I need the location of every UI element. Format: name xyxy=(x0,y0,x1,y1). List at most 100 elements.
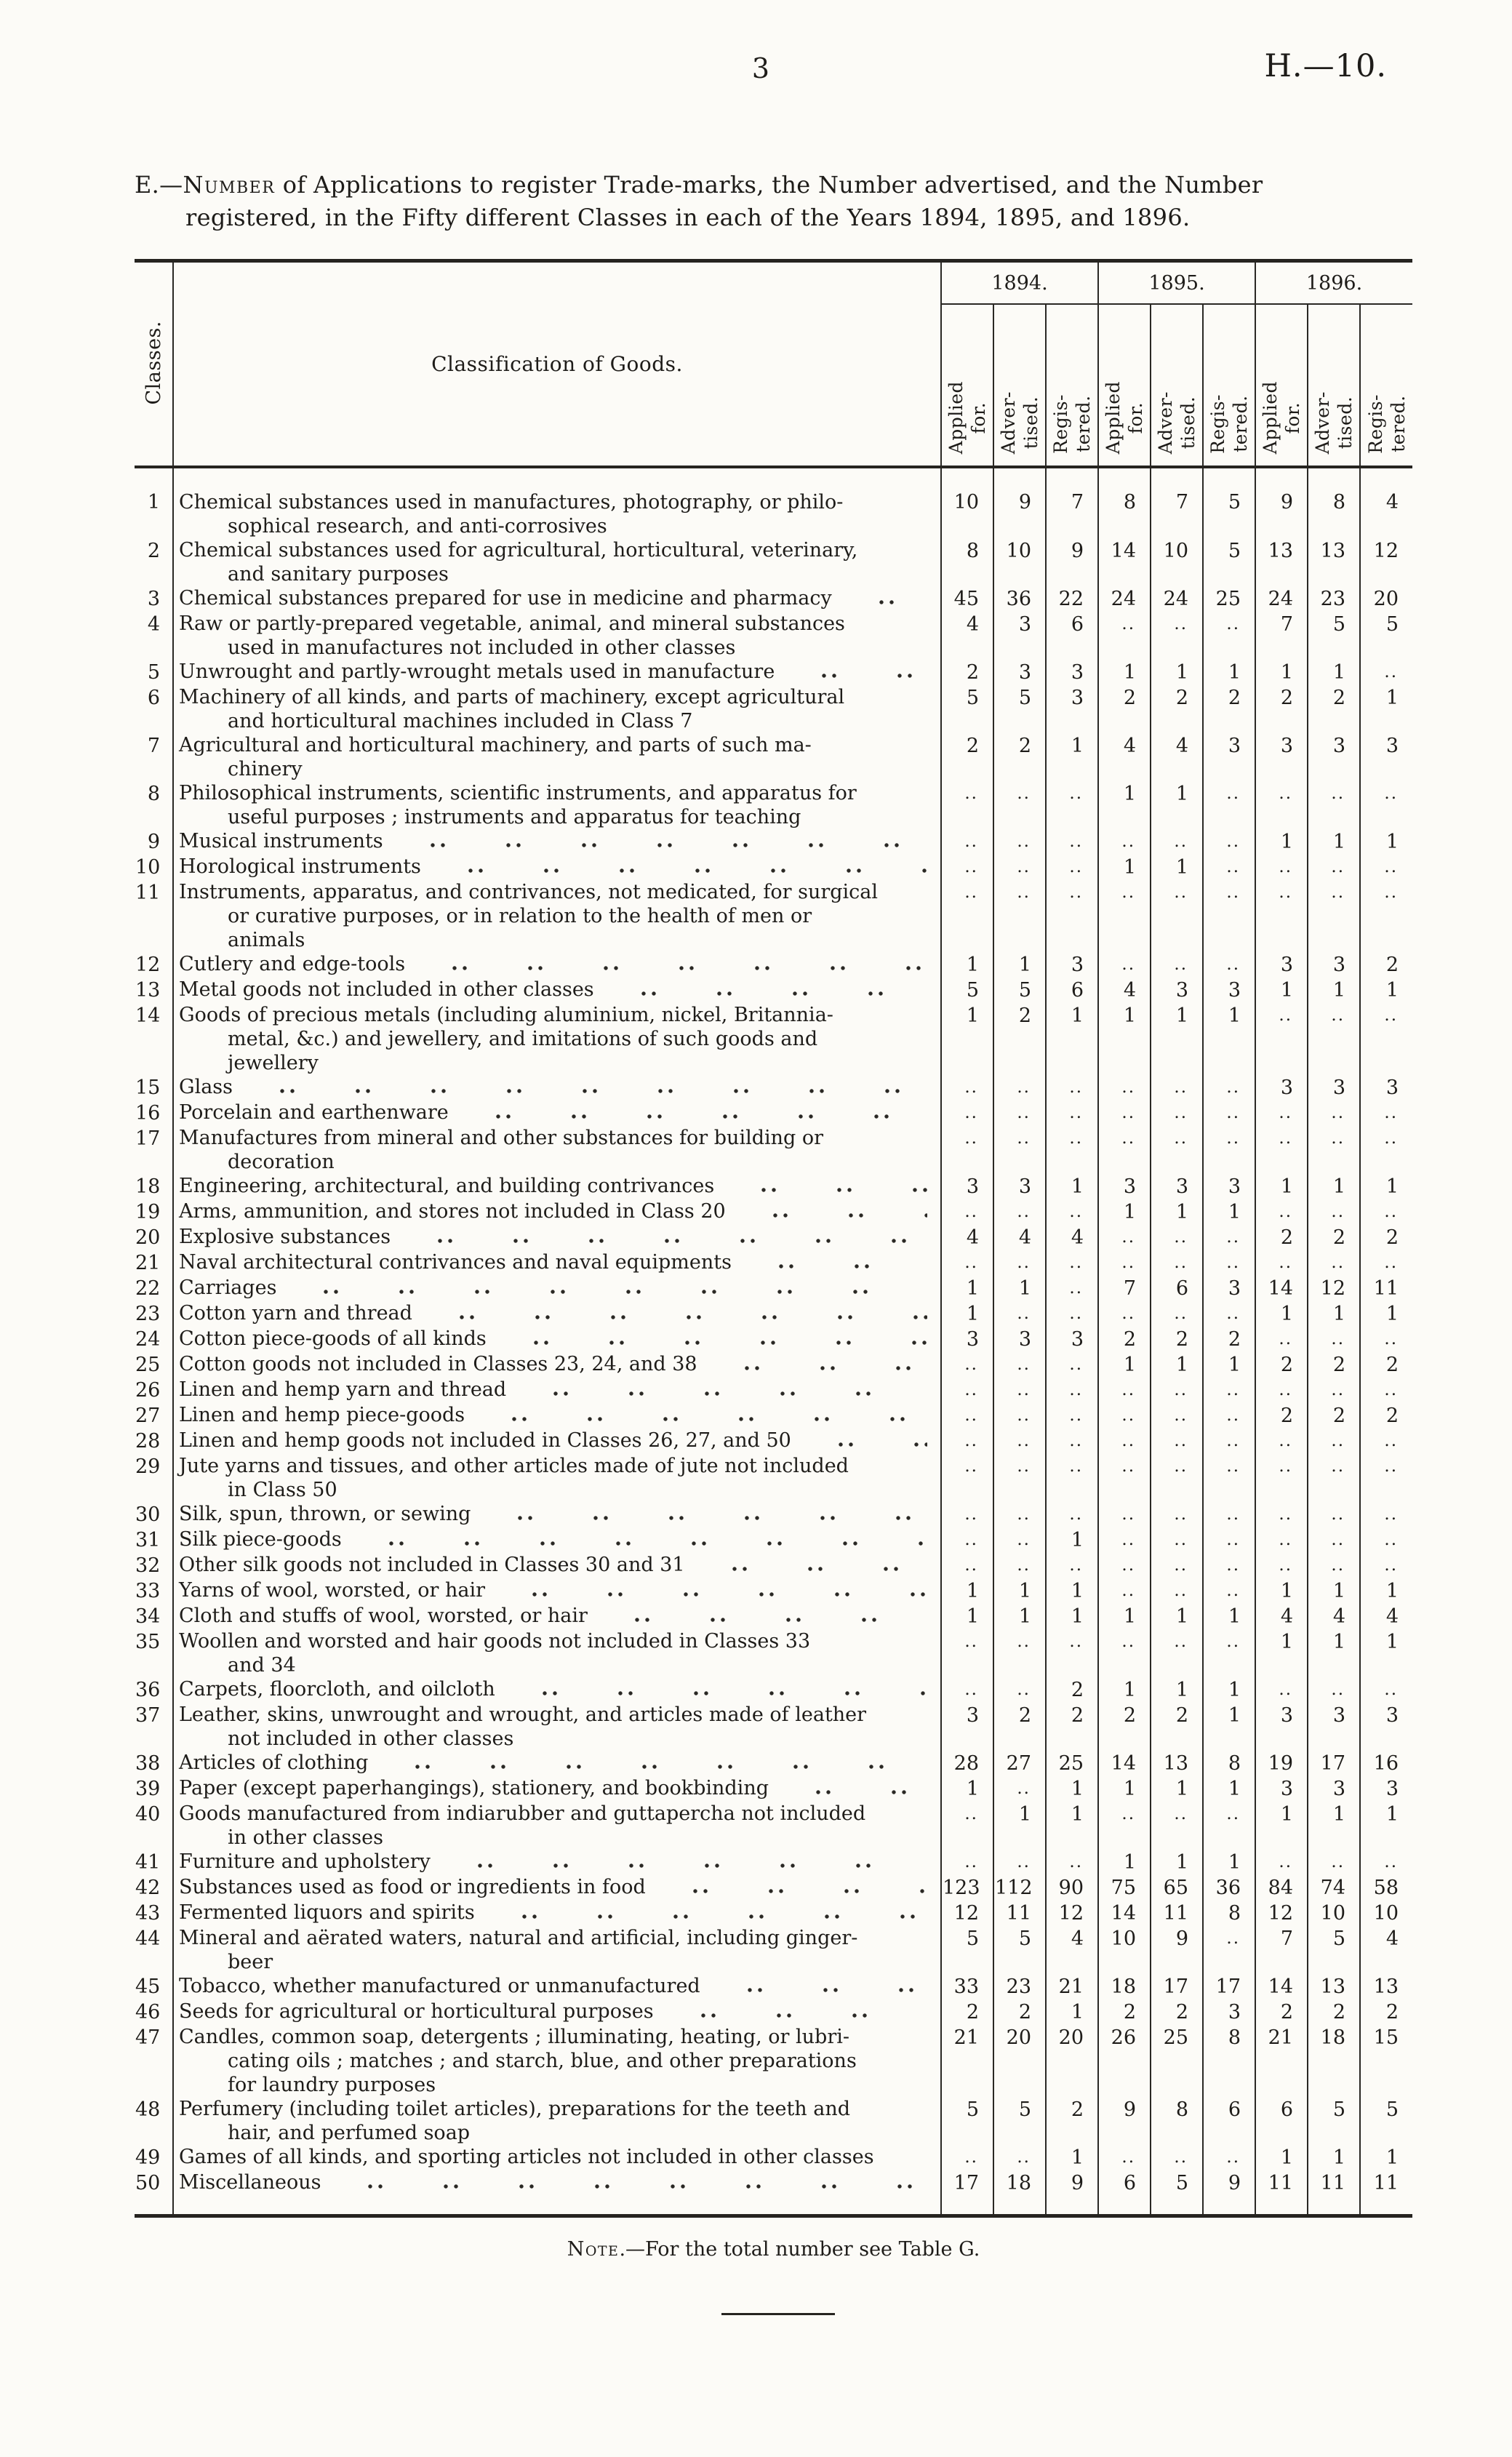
value-cell: 3 xyxy=(1202,733,1256,781)
value-cell: .. xyxy=(993,1100,1046,1126)
goods-flex: Porcelain and earthenware xyxy=(179,1100,932,1124)
value-cell: 9 xyxy=(993,467,1046,538)
table-row: 33 Yarns of wool, worsted, or hair 1 1 1....… xyxy=(135,1578,1413,1604)
class-number: 22 xyxy=(135,1276,174,1301)
goods-text: Jute yarns and tissues, and other articl… xyxy=(179,1455,849,1501)
value-cell: 45 xyxy=(940,586,993,612)
class-number: 44 xyxy=(135,1926,174,1974)
value-cell: 2 xyxy=(1255,685,1308,733)
subcol-label: Applied for. xyxy=(945,380,989,454)
goods-cell: Tobacco, whether manufactured or unmanuf… xyxy=(173,1974,941,1999)
dot-leader xyxy=(288,1290,927,1294)
value-cell: 20 xyxy=(1044,2025,1099,2097)
value-cell: .. xyxy=(1255,1100,1308,1126)
goods-cell: Goods manufactured from indiarubber and … xyxy=(173,1802,941,1850)
class-number: 10 xyxy=(135,855,174,880)
table-row: 24 Cotton piece-goods of all kinds 3 3 3 2 2 2.… xyxy=(135,1327,1413,1352)
goods-cell: Machinery of all kinds, and parts of mac… xyxy=(173,685,941,733)
value-cell: 4 xyxy=(1359,467,1413,538)
goods-flex: Machinery of all kinds, and parts of mac… xyxy=(179,685,932,733)
table-body: 1 Chemical substances used in manufacture… xyxy=(135,467,1413,2216)
value-cell: 3 xyxy=(1359,1075,1413,1100)
table-row: 43 Fermented liquors and spirits 12 11 12 14 1… xyxy=(135,1901,1413,1926)
goods-flex: Goods of precious metals (including alum… xyxy=(179,1003,932,1075)
table-row: 36 Carpets, floorcloth, and oilcloth.... 2… xyxy=(135,1677,1413,1703)
value-cell: 24 xyxy=(1150,586,1204,612)
goods-cell: Cutlery and edge-tools xyxy=(173,952,941,978)
value-cell: .. xyxy=(1359,1527,1413,1553)
goods-text: Linen and hemp goods not included in Cla… xyxy=(179,1429,791,1452)
value-cell: 1 xyxy=(1044,733,1099,781)
value-cell: 25 xyxy=(1044,1751,1099,1776)
value-cell: .. xyxy=(1097,1225,1151,1250)
goods-text: Silk piece-goods xyxy=(179,1528,342,1551)
value-cell: .. xyxy=(940,2145,993,2170)
class-number: 25 xyxy=(135,1352,174,1378)
value-cell: .. xyxy=(940,1527,993,1553)
value-cell: 1 xyxy=(1202,1604,1256,1629)
value-cell: 2 xyxy=(940,660,993,685)
value-cell: .. xyxy=(1202,1225,1256,1250)
table-row: 15 Glass............ 3 3 3 xyxy=(135,1075,1413,1100)
table-row: 22 Carriages 1 1.. 7 6 3 14 12 11 xyxy=(135,1276,1413,1301)
value-cell: .. xyxy=(993,1126,1046,1174)
value-cell: .. xyxy=(1307,1250,1361,1276)
goods-text: Woollen and worsted and hair goods not i… xyxy=(179,1630,811,1677)
table-head: Classes. Classification of Goods. 1894. 1… xyxy=(135,260,1413,468)
value-cell: .. xyxy=(1307,1378,1361,1403)
value-cell: 1 xyxy=(1044,1003,1099,1075)
value-cell: 4 xyxy=(993,1225,1046,1250)
value-cell: .. xyxy=(1359,1553,1413,1578)
goods-text: Horological instruments xyxy=(179,855,421,878)
goods-text: Musical instruments xyxy=(179,830,383,852)
goods-text: Silk, spun, thrown, or sewing xyxy=(179,1503,471,1525)
value-cell: .. xyxy=(1202,1578,1256,1604)
value-cell: 10 xyxy=(1097,1926,1151,1974)
goods-cell: Leather, skins, unwrought and wrought, a… xyxy=(173,1703,941,1751)
goods-text: Mineral and aërated waters, natural and … xyxy=(179,1927,858,1973)
class-number: 32 xyxy=(135,1553,174,1578)
class-number: 29 xyxy=(135,1454,174,1502)
value-cell: .. xyxy=(1255,1003,1308,1075)
value-cell: .. xyxy=(1359,660,1413,685)
table-row: 39 Paper (except paperhangings), statione… xyxy=(135,1776,1413,1802)
dot-leader xyxy=(696,1567,927,1571)
value-cell: 1 xyxy=(1307,829,1361,855)
table-row: 7 Agricultural and horticultural machiner… xyxy=(135,733,1413,781)
value-cell: .. xyxy=(1150,1100,1204,1126)
value-cell: 3 xyxy=(940,1703,993,1751)
value-cell: .. xyxy=(1097,1126,1151,1174)
table-row: 26 Linen and hemp yarn and thread........… xyxy=(135,1378,1413,1403)
value-cell: .. xyxy=(1255,1429,1308,1454)
value-cell: .. xyxy=(993,1429,1046,1454)
goods-text: Chemical substances prepared for use in … xyxy=(179,587,832,610)
table-row: 13 Metal goods not included in other clas… xyxy=(135,978,1413,1003)
value-cell: .. xyxy=(1150,1578,1204,1604)
value-cell: .. xyxy=(1044,1378,1099,1403)
goods-cell: Carpets, floorcloth, and oilcloth xyxy=(173,1677,941,1703)
value-cell: .. xyxy=(1044,781,1099,829)
goods-flex: Cotton yarn and thread xyxy=(179,1301,932,1325)
class-number: 23 xyxy=(135,1301,174,1327)
class-number: 48 xyxy=(135,2097,174,2145)
value-cell: .. xyxy=(1202,1802,1256,1850)
value-cell: .. xyxy=(940,1403,993,1429)
table-row: 31 Silk piece-goods.... 1............ xyxy=(135,1527,1413,1553)
value-cell: 4 xyxy=(1097,733,1151,781)
table-row: 21 Naval architectural contrivances and n… xyxy=(135,1250,1413,1276)
dot-leader xyxy=(482,1516,927,1520)
doc-reference: H.—10. xyxy=(1264,48,1387,84)
class-number: 21 xyxy=(135,1250,174,1276)
value-cell: .. xyxy=(940,829,993,855)
table-row: 32 Other silk goods not included in Class… xyxy=(135,1553,1413,1578)
goods-flex: Paper (except paperhangings), stationery… xyxy=(179,1776,932,1800)
value-cell: 11 xyxy=(993,1901,1046,1926)
table-row: 16 Porcelain and earthenware.............… xyxy=(135,1100,1413,1126)
value-cell: .. xyxy=(1044,1403,1099,1429)
goods-flex: Substances used as food or ingredients i… xyxy=(179,1875,932,1899)
subcol-label: Applied for. xyxy=(1260,380,1304,454)
value-cell: .. xyxy=(1202,1250,1256,1276)
value-cell: 2 xyxy=(1307,1999,1361,2025)
class-number: 30 xyxy=(135,1502,174,1527)
value-cell: .. xyxy=(1359,1126,1413,1174)
